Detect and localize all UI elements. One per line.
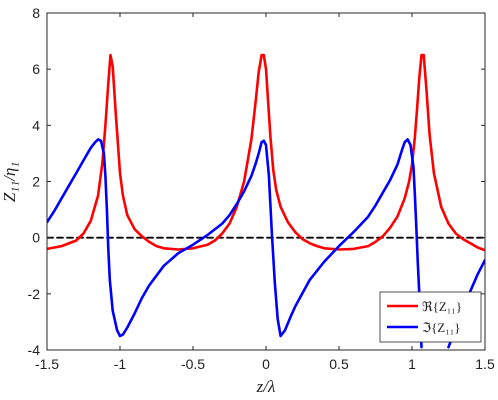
y-tick-label: 6 bbox=[32, 61, 40, 77]
x-tick-label: -1 bbox=[114, 356, 127, 372]
legend-label-real: ℜ{Z₁₁} bbox=[422, 299, 462, 314]
x-tick-label: 0.5 bbox=[329, 356, 349, 372]
series-imag-line bbox=[47, 138, 423, 349]
x-tick-label: 1 bbox=[408, 356, 416, 372]
y-tick-label: 8 bbox=[32, 5, 40, 21]
legend-box bbox=[379, 291, 482, 343]
series-real-line bbox=[47, 53, 485, 252]
y-tick-label: 2 bbox=[32, 174, 40, 190]
y-tick-label: 0 bbox=[32, 230, 40, 246]
x-axis-label: z/λ bbox=[256, 377, 276, 396]
x-tick-label: -1.5 bbox=[35, 356, 59, 372]
x-tick-label: 0 bbox=[262, 356, 270, 372]
legend-label-imag: ℑ{Z₁₁} bbox=[422, 320, 461, 335]
y-tick-label: -4 bbox=[28, 342, 41, 358]
x-tick-label: -0.5 bbox=[181, 356, 205, 372]
legend: ℜ{Z₁₁} ℑ{Z₁₁} bbox=[379, 291, 482, 343]
y-axis-label: Z₁₁/η₁ bbox=[0, 162, 19, 202]
y-tick-label: -2 bbox=[28, 286, 41, 302]
y-tick-label: 4 bbox=[32, 117, 40, 133]
x-tick-label: 1.5 bbox=[475, 356, 495, 372]
